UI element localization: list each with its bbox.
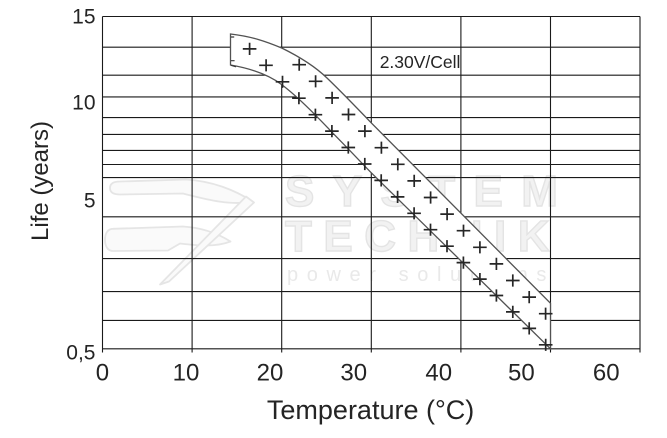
svg-text:30: 30 xyxy=(340,360,367,387)
svg-text:60: 60 xyxy=(593,360,620,387)
svg-text:40: 40 xyxy=(425,360,452,387)
svg-text:0,5: 0,5 xyxy=(66,342,95,365)
svg-text:5: 5 xyxy=(84,190,96,213)
svg-text:20: 20 xyxy=(257,360,284,387)
svg-text:Life (years): Life (years) xyxy=(27,121,54,241)
svg-text:0: 0 xyxy=(96,360,109,387)
svg-text:50: 50 xyxy=(508,360,535,387)
svg-text:10: 10 xyxy=(173,360,200,387)
svg-text:10: 10 xyxy=(72,92,95,115)
svg-text:15: 15 xyxy=(72,5,95,28)
svg-text:Temperature (°C): Temperature (°C) xyxy=(267,395,474,425)
svg-text:2.30V/Cell: 2.30V/Cell xyxy=(380,52,461,72)
svg-text:TECHNIK: TECHNIK xyxy=(285,212,561,261)
